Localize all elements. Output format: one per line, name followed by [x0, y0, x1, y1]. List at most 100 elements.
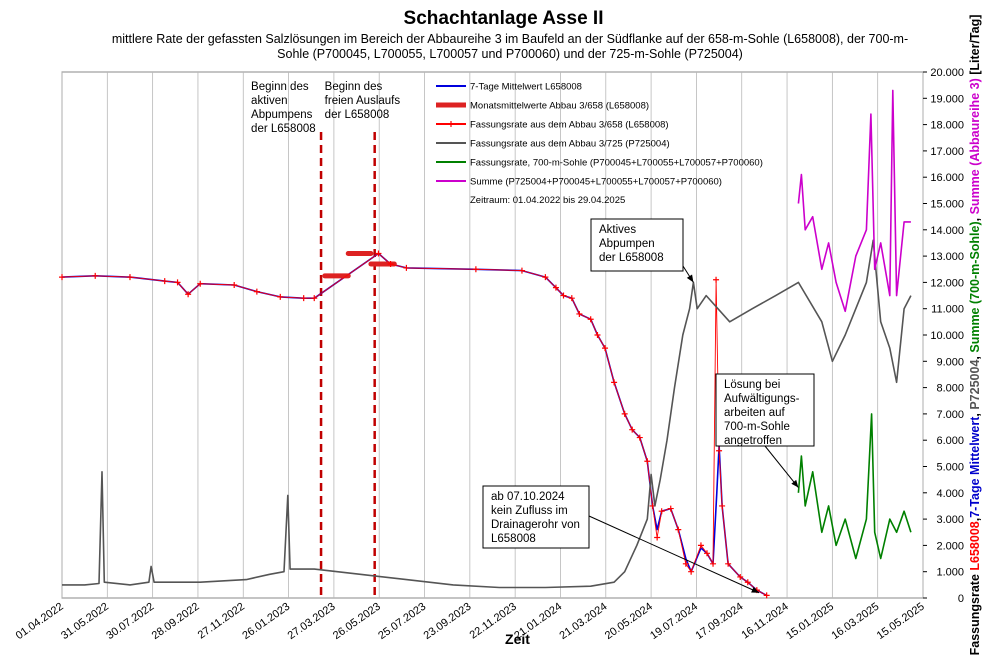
series-thin-line	[61, 252, 767, 596]
legend-label: 7-Tage Mittelwert L658008	[470, 82, 582, 93]
y-tick-label: 3.000	[936, 514, 964, 526]
annotation-arrow	[588, 515, 760, 594]
x-tick-label: 17.09.2024	[693, 601, 745, 642]
event-label: freien Auslaufs	[325, 95, 401, 107]
event-label: der L658008	[251, 123, 316, 135]
y-tick-label: 6.000	[936, 435, 964, 447]
y-axis-label-part: L658008	[968, 521, 982, 570]
x-tick-label: 21.03.2024	[558, 601, 610, 642]
chart-subtitle: mittlere Rate der gefassten Salzlösungen…	[111, 32, 909, 61]
data-marker	[59, 274, 65, 281]
annotation-box	[482, 485, 590, 549]
x-tick-label: 20.05.2024	[603, 601, 655, 642]
data-marker	[403, 264, 410, 271]
event-label: Abpumpens	[251, 109, 313, 121]
data-marker	[667, 505, 674, 512]
annotation-arrowhead	[791, 479, 799, 488]
data-marker	[185, 291, 192, 298]
event-label: Beginn des	[251, 81, 309, 93]
y-axis-label: Fassungsrate L658008,7-Tage Mittelwert, …	[968, 15, 982, 656]
annotation-box	[590, 218, 684, 272]
data-marker	[744, 579, 751, 586]
x-tick-label: 27.11.2022	[196, 601, 247, 642]
data-marker	[587, 316, 594, 323]
data-marker	[716, 447, 723, 454]
annotation-arrowhead	[686, 274, 694, 283]
data-marker	[682, 560, 689, 567]
data-marker	[375, 250, 382, 257]
data-marker	[161, 278, 168, 285]
y-axis-label-part: ,	[968, 353, 982, 360]
data-marker	[719, 502, 726, 509]
data-marker	[518, 267, 525, 274]
y-tick-label: 19.000	[930, 93, 964, 105]
x-tick-label: 15.01.2025	[784, 601, 836, 642]
x-tick-label: 31.05.2022	[59, 601, 111, 642]
data-marker	[688, 568, 695, 575]
data-marker	[644, 458, 651, 465]
data-marker	[277, 293, 284, 300]
x-tick-label: 23.09.2023	[422, 601, 474, 642]
data-marker	[713, 276, 720, 283]
data-marker	[126, 274, 133, 281]
data-marker	[737, 573, 744, 580]
data-marker	[552, 284, 559, 291]
y-axis-label-part: Summe (700-m-Sohle)	[968, 221, 982, 352]
y-axis-label-part: Fassungsrate	[968, 571, 982, 656]
annotation-text: ab 07.10.2024	[491, 491, 565, 503]
annotation-box	[715, 373, 815, 447]
y-axis-label-part: ,	[968, 410, 982, 417]
data-marker	[92, 272, 99, 279]
y-tick-label: 2.000	[936, 540, 964, 552]
annotation-text: arbeiten auf	[724, 407, 786, 419]
y-tick-label: 10.000	[930, 330, 964, 342]
data-marker	[602, 345, 609, 352]
x-tick-label: 26.05.2023	[331, 601, 383, 642]
event-label: Beginn des	[325, 81, 383, 93]
data-marker	[311, 295, 318, 302]
x-tick-label: 16.11.2024	[739, 601, 790, 642]
y-tick-label: 16.000	[930, 172, 964, 184]
y-axis-label-part: ,	[968, 214, 982, 221]
y-tick-label: 9.000	[936, 356, 964, 368]
y-tick-label: 11.000	[931, 304, 964, 316]
data-marker	[174, 279, 181, 286]
annotation-text: angetroffen	[724, 435, 782, 447]
y-tick-label: 12.000	[930, 277, 964, 289]
series-line	[62, 239, 912, 589]
y-tick-label: 4.000	[936, 488, 964, 500]
y-tick-label: 7.000	[936, 409, 964, 421]
data-marker	[710, 560, 717, 567]
data-marker	[231, 282, 238, 289]
event-label: der L658008	[325, 109, 390, 121]
annotation-arrowhead	[751, 586, 760, 593]
data-marker	[611, 379, 618, 386]
data-marker	[703, 550, 710, 557]
data-marker	[542, 274, 549, 281]
data-marker	[568, 295, 575, 302]
data-marker	[594, 332, 601, 338]
legend-label: Fassungsrate aus dem Abbau 3/658 (L65800…	[470, 120, 669, 131]
x-tick-label: 27.03.2023	[286, 601, 338, 642]
y-tick-label: 1.000	[936, 567, 964, 579]
data-marker	[621, 410, 628, 417]
data-marker	[197, 280, 204, 287]
y-axis-label-part: 7-Tage Mittelwert	[968, 416, 982, 518]
x-tick-label: 28.09.2022	[150, 601, 202, 642]
data-marker	[300, 295, 307, 302]
annotation-arrow	[764, 445, 799, 488]
x-tick-label: 25.07.2023	[376, 601, 428, 642]
annotation-text: 700-m-Sohle	[724, 421, 790, 433]
annotation-text: Lösung bei	[724, 379, 780, 391]
y-tick-label: 8.000	[936, 383, 964, 395]
y-axis-label-part: P725004	[968, 360, 982, 410]
y-tick-label: 13.000	[930, 251, 964, 263]
data-marker	[697, 542, 704, 549]
y-tick-label: 14.000	[930, 225, 964, 237]
y-tick-label: 17.000	[930, 146, 964, 158]
data-marker	[629, 426, 636, 433]
data-marker	[654, 534, 661, 541]
y-tick-label: 20.000	[930, 67, 964, 79]
data-marker	[658, 508, 665, 515]
